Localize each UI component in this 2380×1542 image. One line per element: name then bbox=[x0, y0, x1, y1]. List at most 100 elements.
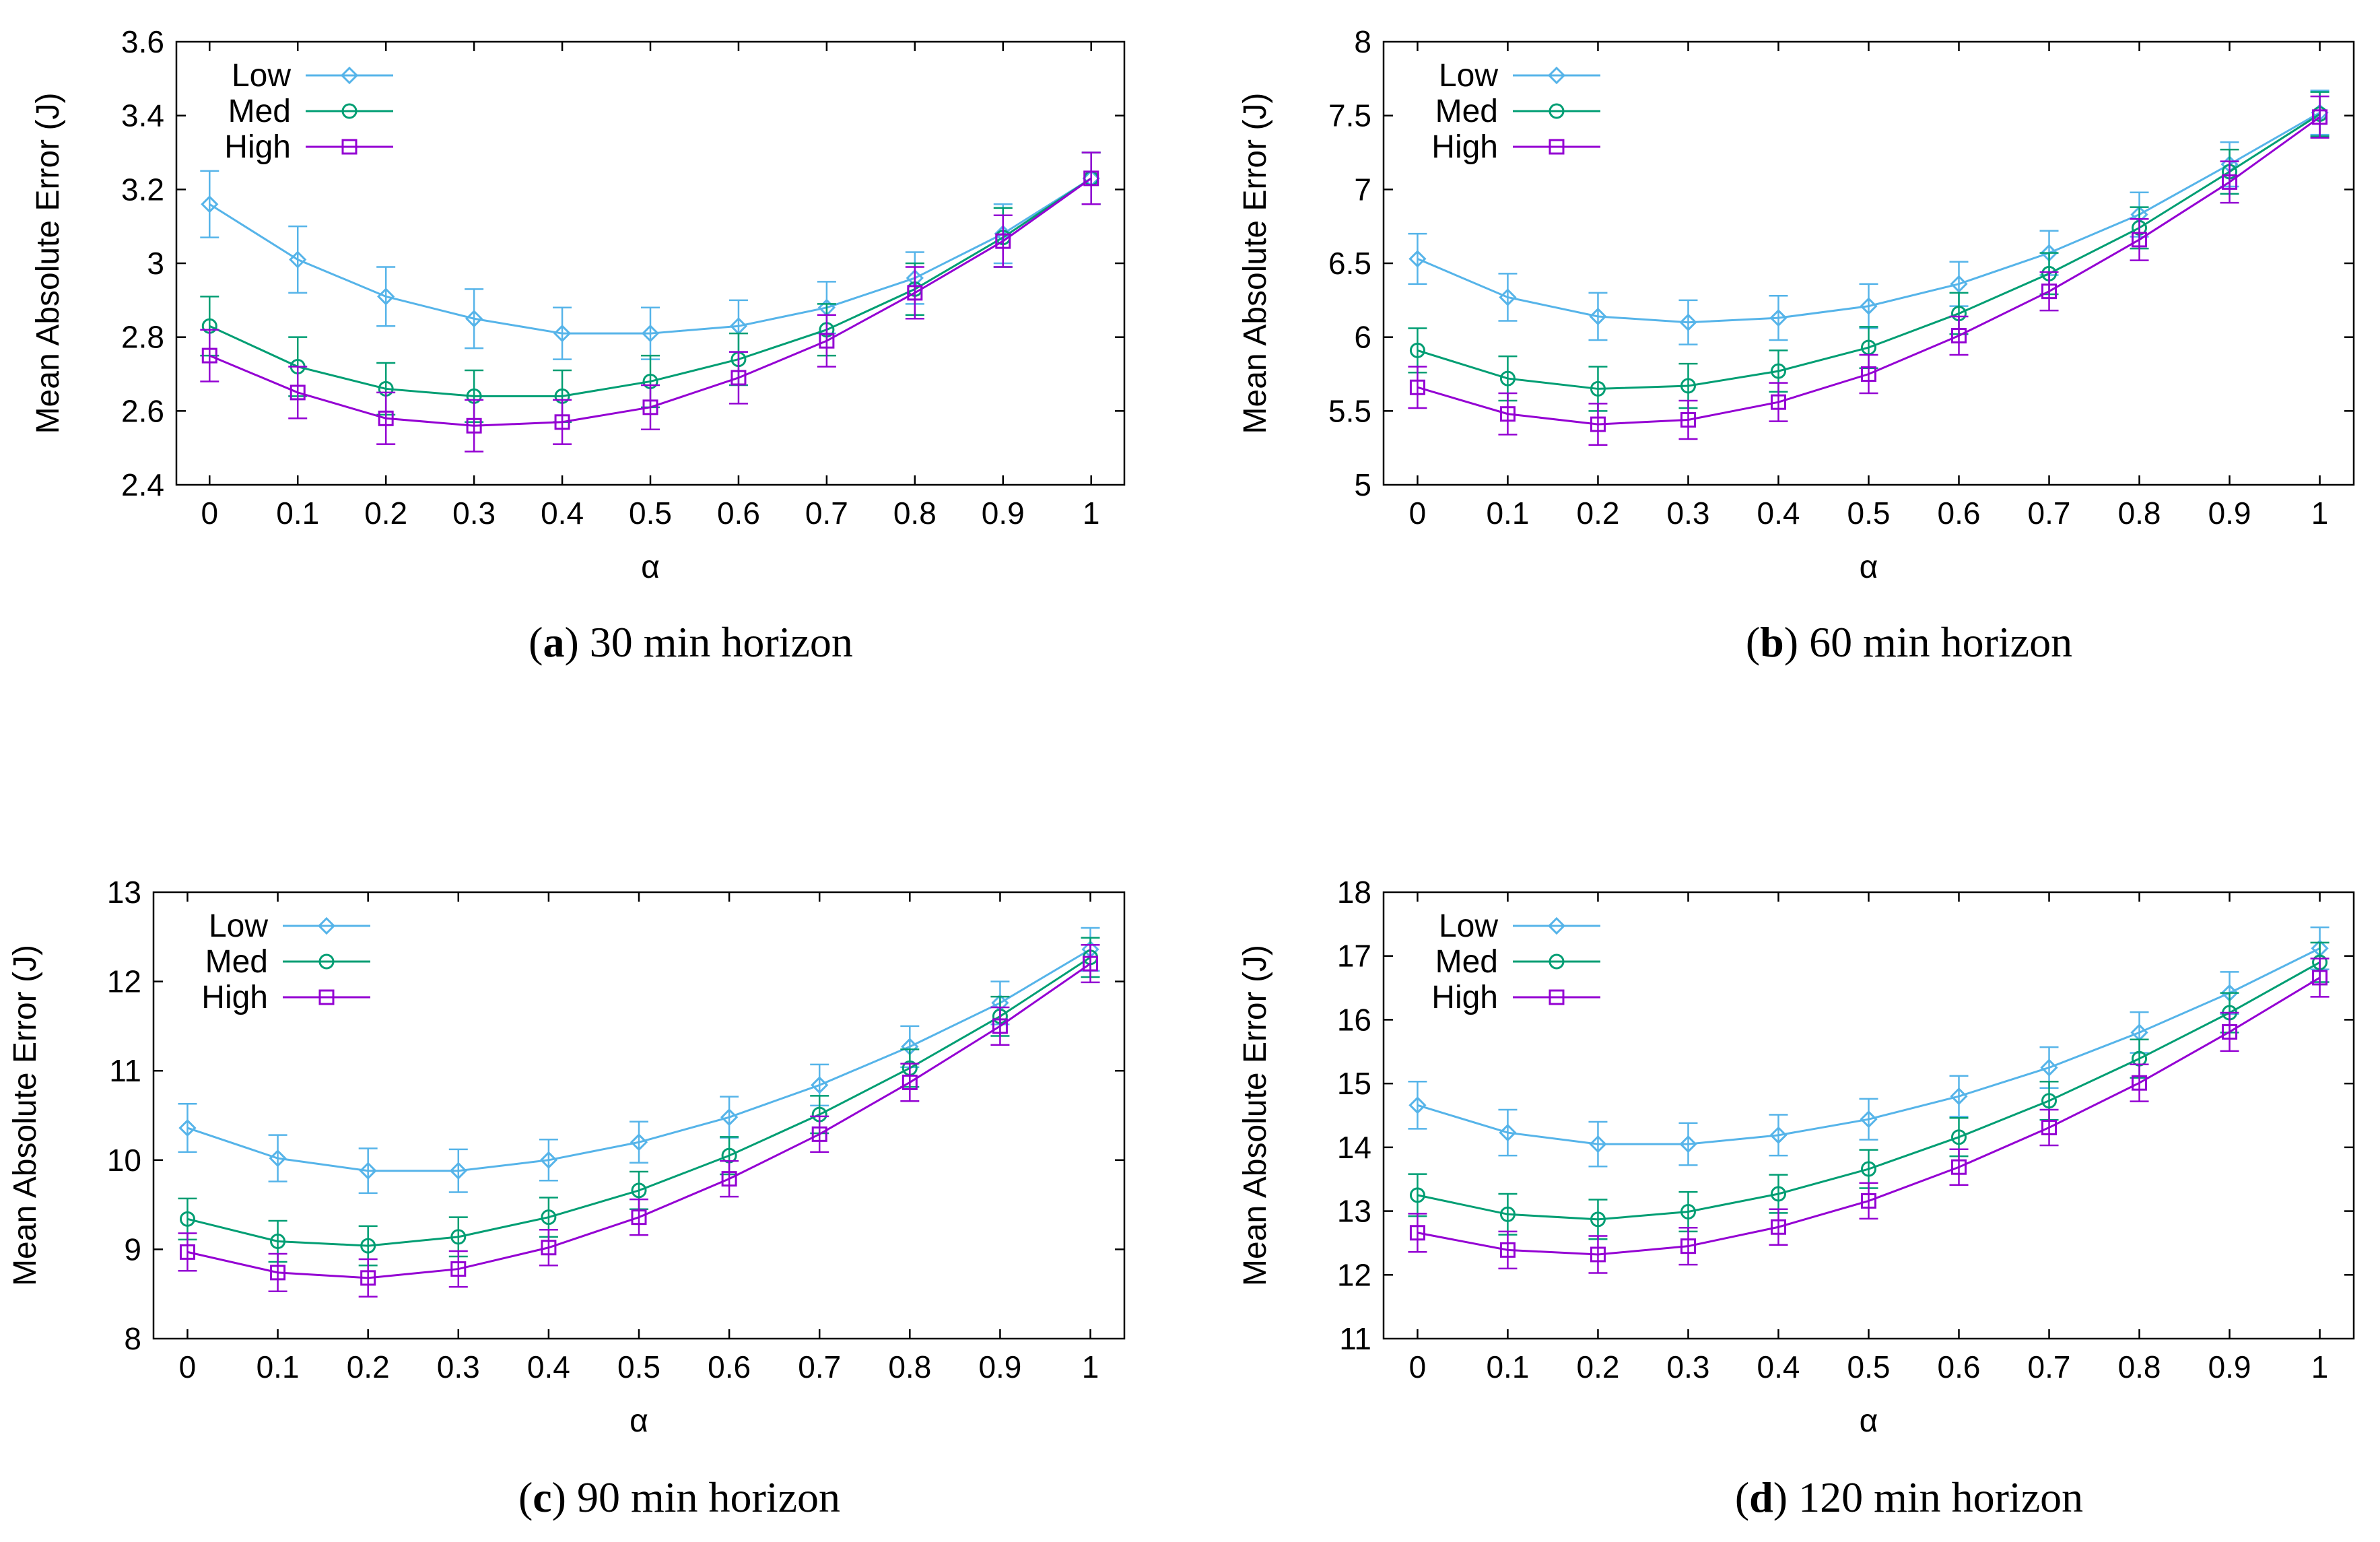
series-line bbox=[1417, 961, 2321, 1221]
y-tick-label: 13 bbox=[1337, 1194, 1371, 1229]
data-point bbox=[1499, 370, 1516, 387]
y-tick-label: 17 bbox=[1337, 939, 1371, 974]
x-tick-label: 0.4 bbox=[527, 1349, 570, 1384]
data-point bbox=[1861, 1193, 1876, 1209]
legend-marker bbox=[341, 139, 358, 155]
y-tick-label: 3.2 bbox=[121, 172, 164, 207]
data-point bbox=[1770, 1219, 1786, 1235]
data-point bbox=[1409, 1187, 1425, 1203]
x-tick-label: 0.5 bbox=[1847, 1349, 1891, 1384]
y-tick-label: 18 bbox=[1337, 875, 1371, 910]
plot-frame bbox=[1382, 40, 2355, 486]
x-tick-label: 0.2 bbox=[1576, 496, 1619, 531]
data-point bbox=[1083, 170, 1099, 187]
data-point bbox=[378, 410, 394, 426]
x-axis-label: α bbox=[630, 1403, 648, 1439]
data-point bbox=[1860, 1110, 1878, 1129]
data-point bbox=[1589, 1135, 1607, 1153]
data-point bbox=[269, 1149, 287, 1168]
data-point bbox=[541, 1240, 557, 1256]
data-point bbox=[1950, 275, 1968, 293]
x-tick-label: 0.8 bbox=[2118, 496, 2161, 531]
data-point bbox=[1769, 309, 1788, 327]
data-point bbox=[450, 1229, 467, 1245]
chart-panel-a: 2.4 2.6 2.8 3 3.2 3.4 3.6 0 0.1 0.2 0.3 0.4 0.5 0.6 0.… bbox=[30, 24, 1126, 666]
x-tick-label: 1 bbox=[2311, 1349, 2329, 1384]
data-point bbox=[289, 250, 307, 269]
x-tick-label: 0 bbox=[179, 1349, 197, 1384]
data-point bbox=[1679, 313, 1697, 331]
y-axis-label: Mean Absolute Error (J) bbox=[7, 945, 43, 1286]
y-tick-label: 11 bbox=[109, 1053, 141, 1088]
legend-label-low: Low bbox=[209, 908, 268, 944]
data-point bbox=[450, 1261, 467, 1277]
x-tick-label: 0.6 bbox=[1938, 1349, 1981, 1384]
data-point bbox=[1083, 956, 1099, 972]
caption-letter: a bbox=[543, 618, 564, 666]
series-line bbox=[209, 177, 1092, 335]
legend-label-low: Low bbox=[1439, 908, 1498, 944]
data-point bbox=[995, 233, 1011, 249]
y-tick-label: 9 bbox=[124, 1232, 141, 1267]
data-point bbox=[2132, 1075, 2148, 1091]
data-point bbox=[811, 1076, 829, 1094]
series-high bbox=[1408, 95, 2330, 446]
x-tick-label: 0.9 bbox=[2208, 1349, 2251, 1384]
legend-label-high: High bbox=[1431, 129, 1498, 165]
series-low bbox=[1408, 926, 2330, 1168]
y-tick-label: 6.5 bbox=[1328, 246, 1371, 281]
data-point bbox=[2041, 283, 2058, 300]
x-tick-label: 0.1 bbox=[1486, 496, 1529, 531]
data-point bbox=[631, 1182, 647, 1199]
caption-paren-open: ( bbox=[529, 618, 543, 666]
data-point bbox=[1589, 307, 1607, 326]
data-point bbox=[360, 1270, 376, 1286]
data-point bbox=[1499, 1242, 1516, 1258]
x-tick-label: 0.5 bbox=[617, 1349, 660, 1384]
data-point bbox=[1951, 327, 1967, 343]
series-line bbox=[1417, 116, 2321, 426]
data-point bbox=[1680, 378, 1696, 394]
legend-label-high: High bbox=[224, 129, 291, 165]
x-tick-label: 0.1 bbox=[276, 496, 319, 531]
data-point bbox=[1499, 288, 1517, 306]
series-low bbox=[178, 927, 1100, 1195]
x-tick-label: 0.2 bbox=[364, 496, 407, 531]
y-tick-label: 5 bbox=[1354, 467, 1371, 502]
x-tick-label: 0.9 bbox=[978, 1349, 1021, 1384]
data-point bbox=[721, 1171, 737, 1187]
y-axis-label: Mean Absolute Error (J) bbox=[1237, 945, 1273, 1286]
caption-letter: c bbox=[533, 1473, 551, 1521]
data-point bbox=[1951, 1159, 1967, 1175]
data-point bbox=[730, 370, 747, 386]
y-tick-label: 2.8 bbox=[121, 320, 164, 355]
legend-marker bbox=[1549, 989, 1565, 1005]
data-point bbox=[641, 325, 660, 343]
legend-marker bbox=[1547, 916, 1566, 935]
x-tick-label: 0 bbox=[1409, 496, 1427, 531]
legend-label-med: Med bbox=[1435, 944, 1498, 980]
x-tick-label: 0.8 bbox=[888, 1349, 931, 1384]
x-axis-label: α bbox=[641, 549, 660, 585]
data-point bbox=[902, 1074, 918, 1090]
data-point bbox=[554, 414, 570, 430]
series-line bbox=[187, 962, 1091, 1279]
y-tick-label: 12 bbox=[107, 964, 141, 999]
data-point bbox=[1770, 363, 1786, 379]
data-point bbox=[1679, 1135, 1697, 1153]
x-tick-label: 0 bbox=[201, 496, 218, 531]
data-point bbox=[1499, 1206, 1516, 1222]
x-tick-label: 0.6 bbox=[708, 1349, 751, 1384]
x-tick-label: 0.6 bbox=[717, 496, 760, 531]
x-tick-label: 0.8 bbox=[893, 496, 937, 531]
x-tick-label: 0.4 bbox=[1757, 496, 1800, 531]
chart-panel-b: 5 5.5 6 6.5 7 7.5 8 0 0.1 0.2 0.3 0.4 0.5 0.6 0.7 0.8 0.… bbox=[1237, 24, 2355, 666]
x-tick-label: 0.1 bbox=[1486, 1349, 1529, 1384]
data-point bbox=[1861, 366, 1876, 382]
data-point bbox=[630, 1133, 648, 1151]
y-tick-label: 14 bbox=[1337, 1130, 1371, 1165]
data-point bbox=[642, 399, 658, 415]
data-point bbox=[1861, 1161, 1876, 1177]
data-point bbox=[2132, 232, 2148, 248]
series-line bbox=[1417, 113, 2321, 390]
